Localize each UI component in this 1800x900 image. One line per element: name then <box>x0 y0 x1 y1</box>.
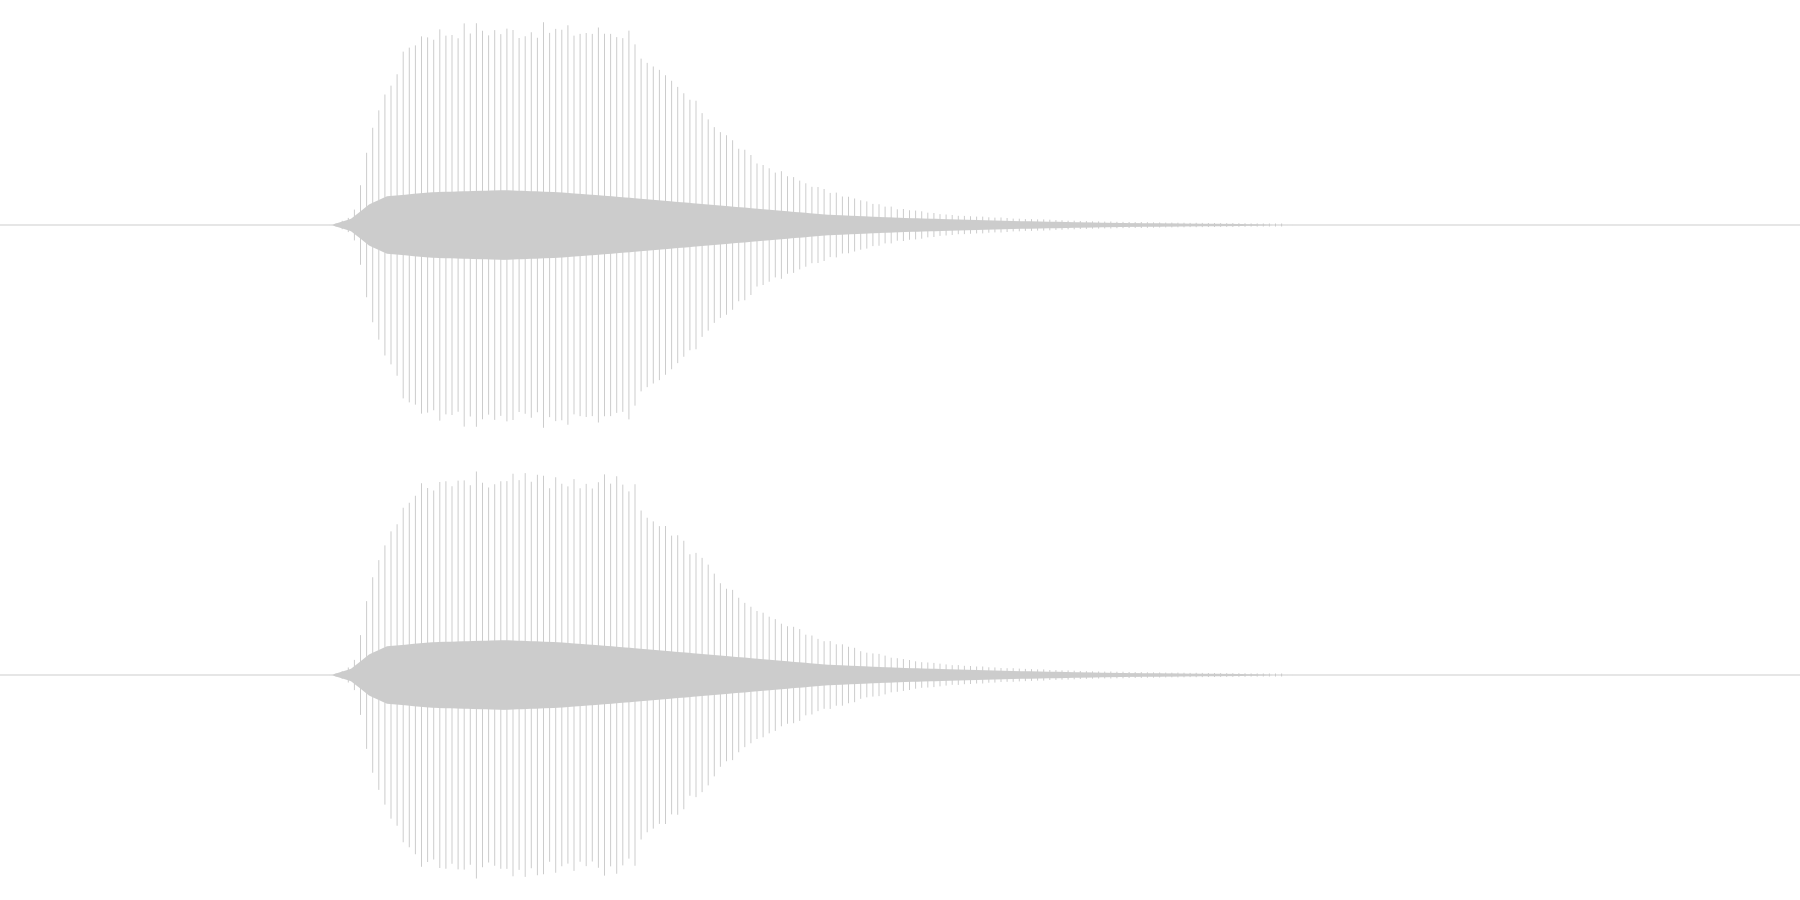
waveform-channel-right <box>0 450 1800 900</box>
waveform-spikes <box>335 471 1283 879</box>
waveform-right-svg <box>0 471 1800 879</box>
waveform-spikes <box>335 22 1283 428</box>
waveform-body <box>0 640 1800 710</box>
waveform-left-svg <box>0 22 1800 428</box>
waveform-body <box>0 190 1800 260</box>
waveform-channel-left <box>0 22 1800 428</box>
